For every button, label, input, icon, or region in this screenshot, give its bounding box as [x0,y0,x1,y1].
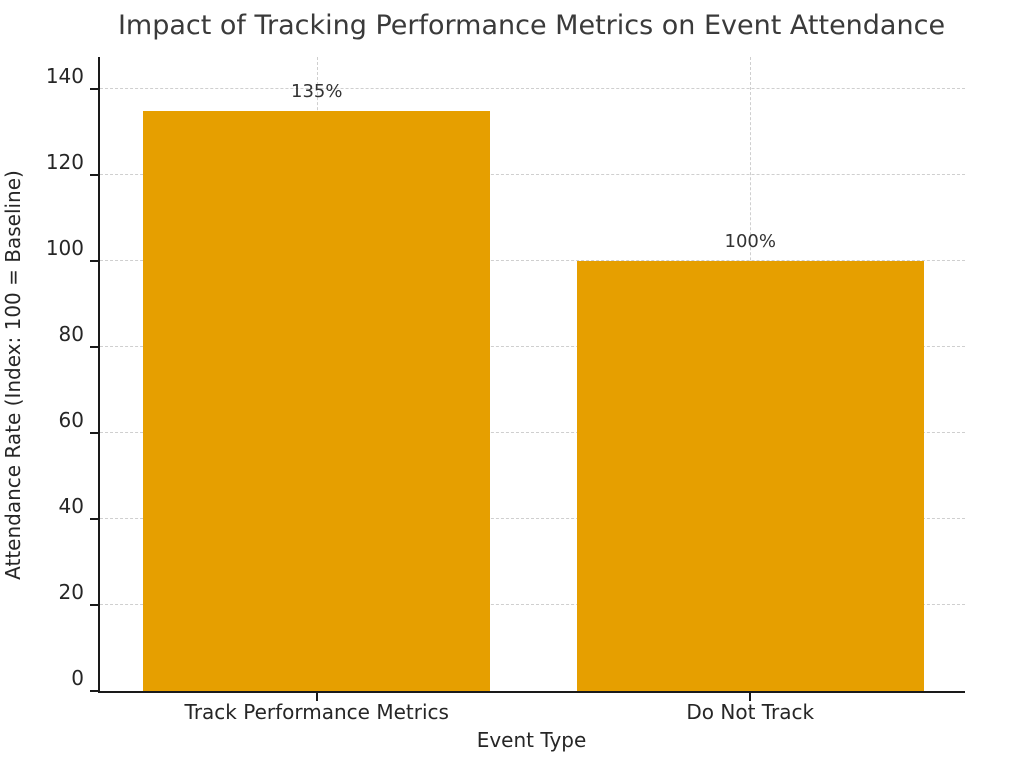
y-tick-mark [90,690,99,692]
y-gridline [100,88,965,90]
y-tick-mark [90,260,99,263]
y-tick-label: 0 [71,666,84,690]
y-tick-mark [90,346,99,349]
bar-track-metrics [143,110,491,691]
chart-title: Impact of Tracking Performance Metrics o… [117,10,946,41]
x-tick-label: Do Not Track [686,700,815,724]
y-tick-mark [90,88,99,91]
y-tick-label: 20 [58,580,84,605]
x-axis-label: Event Type [476,728,587,752]
x-tick-mark [315,693,318,701]
y-gridline [100,260,965,262]
y-tick-label: 80 [58,322,84,347]
y-tick-mark [90,174,99,177]
y-tick-label: 60 [58,408,84,433]
y-gridline [100,432,965,434]
y-tick-mark [90,518,99,521]
y-gridline [100,346,965,348]
y-axis-label: Attendance Rate (Index: 100 = Baseline) [1,170,25,580]
bar-do-not-track [576,261,924,691]
y-tick-mark [90,604,99,607]
y-tick-label: 120 [45,150,84,175]
y-tick-label: 140 [45,64,84,89]
y-tick-label: 40 [58,494,84,519]
y-gridline [100,518,965,520]
plot-area: 0 20 40 60 80 100 120 140 135% Track Performance … [46,57,965,724]
y-gridline [100,174,965,176]
x-tick-mark [749,693,752,701]
y-tick-label: 100 [45,236,84,261]
bar-value-label: 100% [724,231,776,253]
bar-value-label: 135% [291,80,343,102]
x-tick-label: Track Performance Metrics [184,700,449,724]
y-tick-mark [90,432,99,435]
y-gridline [100,604,965,606]
